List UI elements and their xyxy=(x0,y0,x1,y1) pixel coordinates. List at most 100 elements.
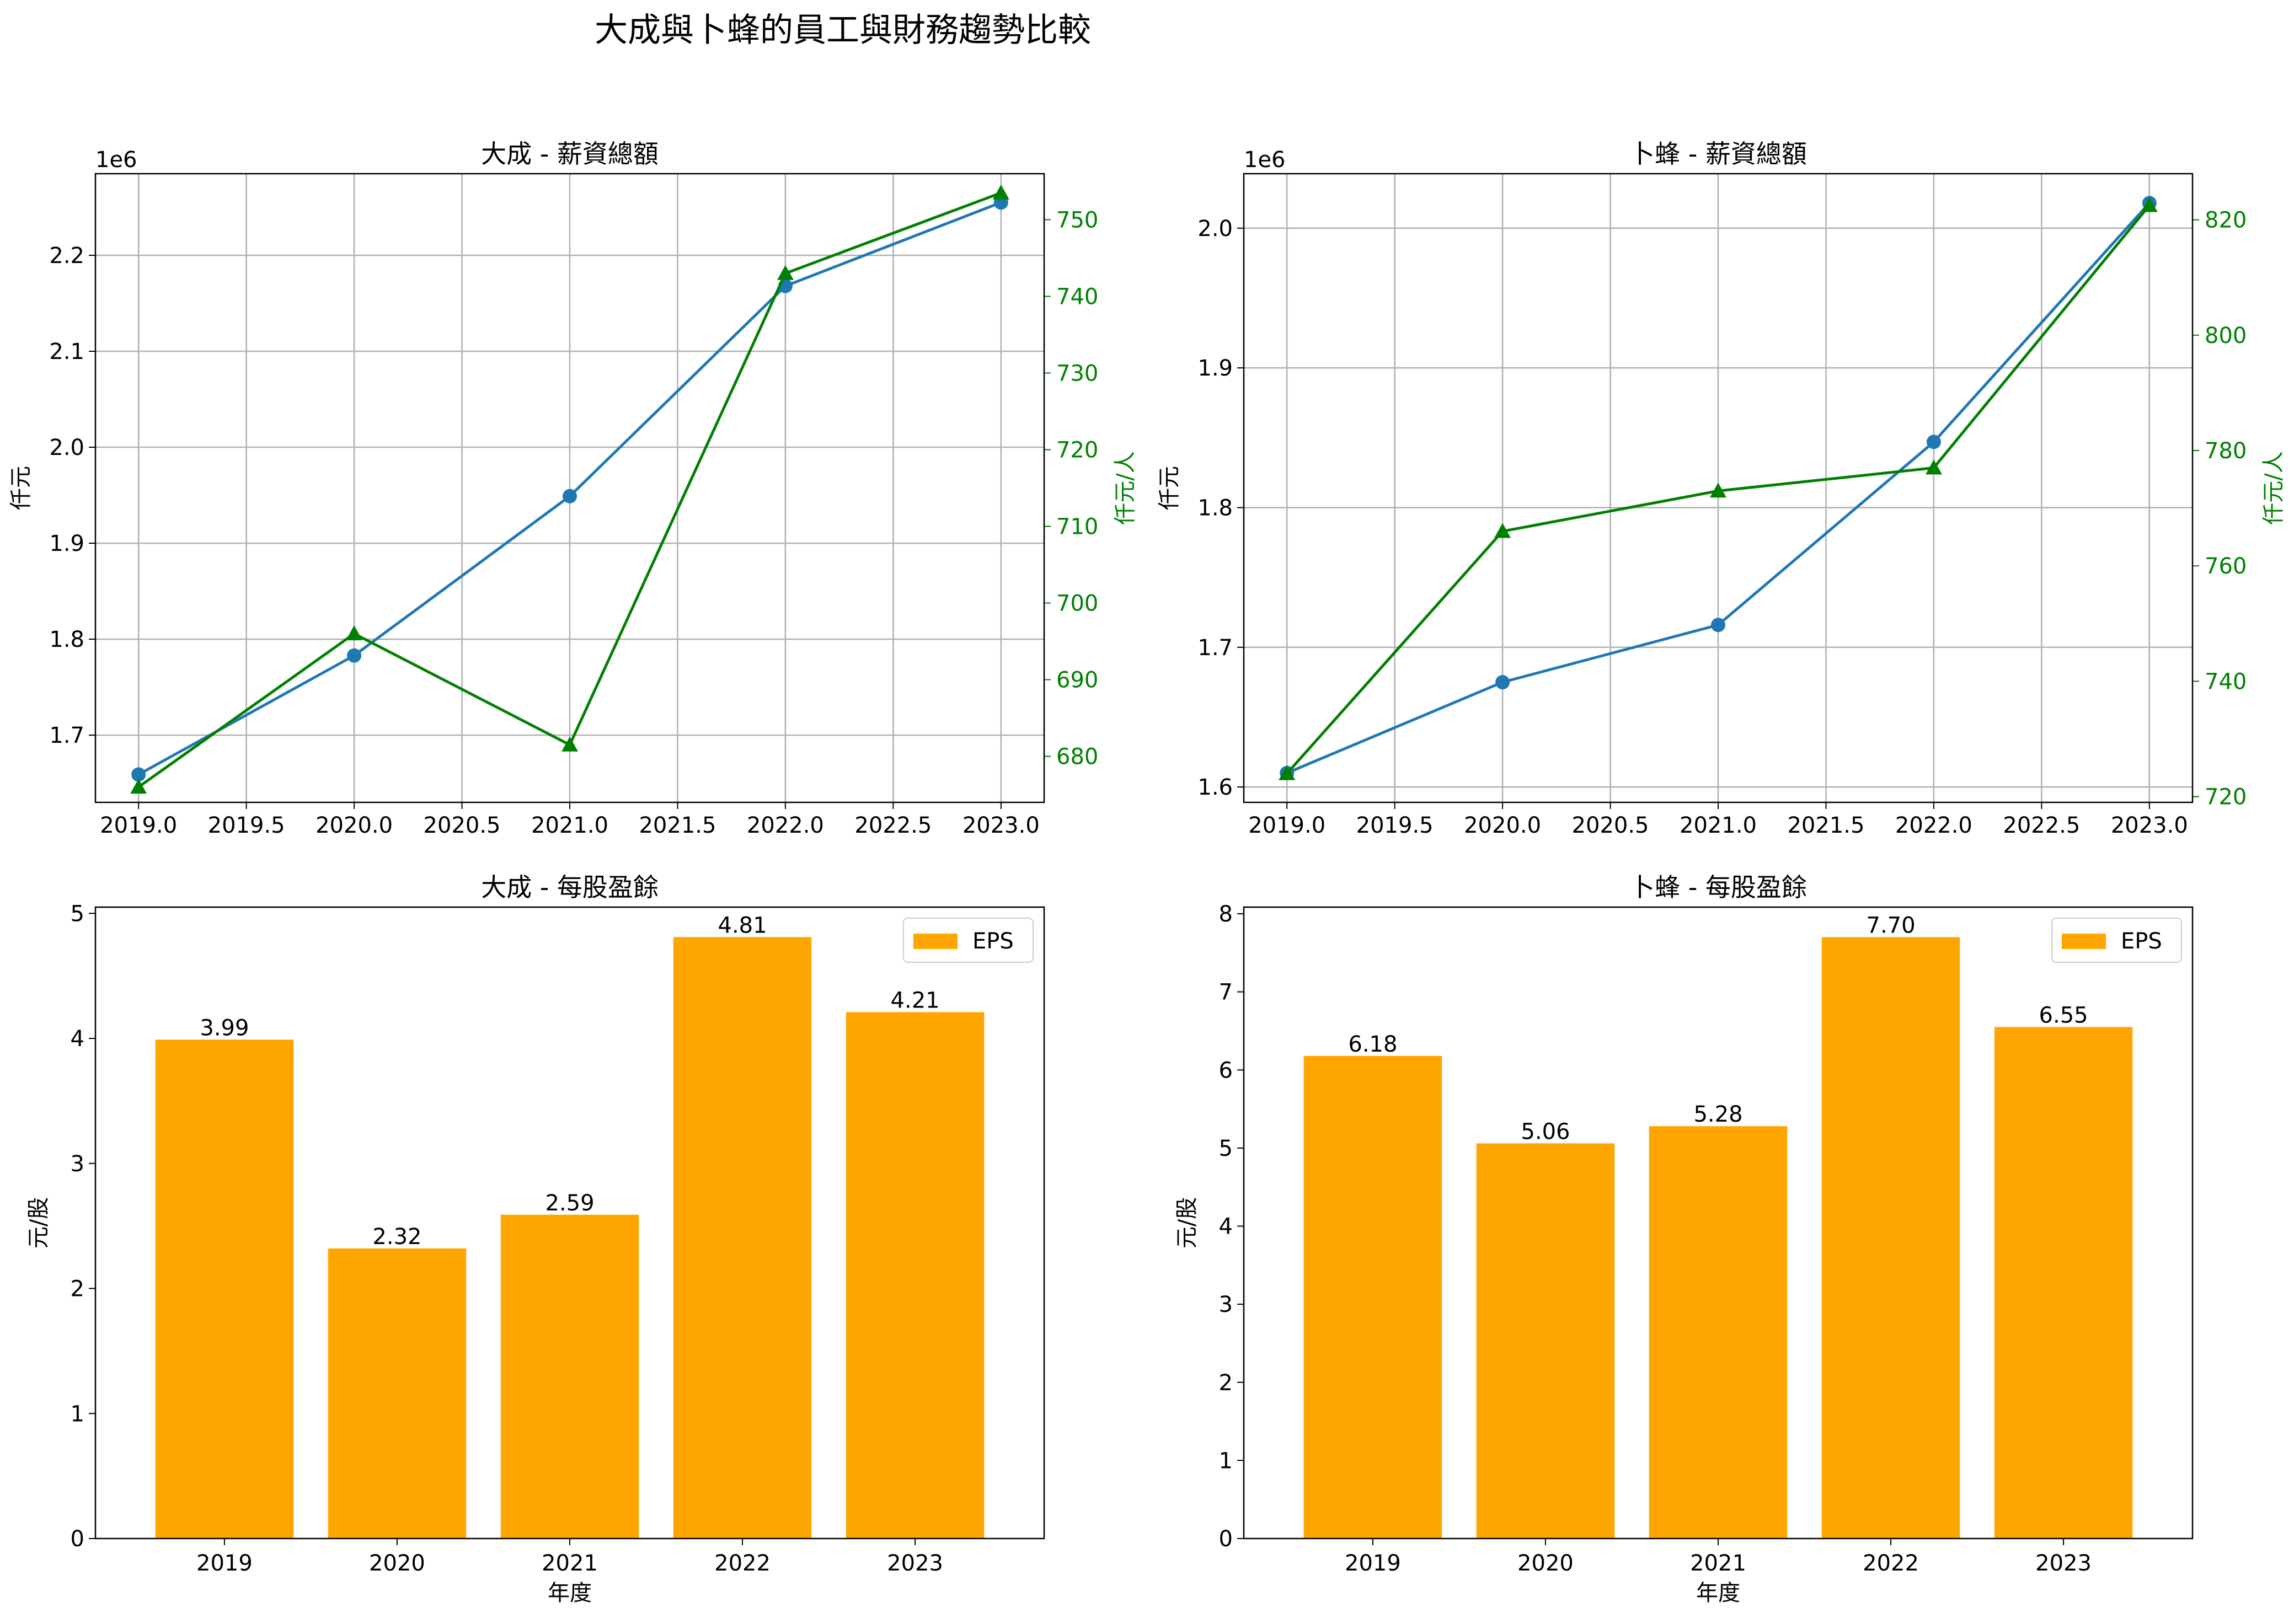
y-tick-label: 6 xyxy=(1219,1058,1233,1083)
x-tick-label: 2023 xyxy=(2035,1551,2092,1576)
x-tick-label: 2019.0 xyxy=(1248,813,1325,838)
y-tick-label: 8 xyxy=(1219,902,1233,927)
x-tick-label: 2020.0 xyxy=(316,813,393,838)
salary-total-point xyxy=(131,767,146,782)
x-tick-label: 2023.0 xyxy=(962,813,1040,838)
legend-box xyxy=(2051,918,2182,963)
x-tick-label: 2022.5 xyxy=(854,813,932,838)
salary-per-person-point xyxy=(1710,483,1726,498)
chart-daesang-eps: 大成 - 每股盈餘 0 1 2 3 4 5 3.99 2019 2.32 2020 2.59 2021 4… xyxy=(26,872,1045,1606)
salary-total-point xyxy=(1711,618,1725,633)
y2-tick-label: 700 xyxy=(1056,591,1098,617)
salary-per-person-point xyxy=(777,265,794,280)
x-tick-label: 2022 xyxy=(714,1551,771,1576)
y-tick-label: 3 xyxy=(1219,1292,1233,1317)
y-tick-label: 3 xyxy=(71,1151,84,1177)
y-tick-label: 1.9 xyxy=(49,531,84,556)
salary-total-point xyxy=(563,489,577,503)
y-tick-label: 1.9 xyxy=(1197,356,1233,381)
salary-total-point xyxy=(1495,675,1510,690)
y2-tick-label: 800 xyxy=(2205,323,2247,349)
y-tick-label: 2.0 xyxy=(1197,216,1233,242)
y-tick-label: 1.8 xyxy=(1197,495,1233,521)
plot-frame xyxy=(1243,173,2194,803)
y2-tick-label: 820 xyxy=(2205,208,2247,233)
eps-value-label: 7.70 xyxy=(1867,913,1916,939)
eps-value-label: 5.06 xyxy=(1521,1119,1570,1144)
plot-frame xyxy=(1243,906,2194,1540)
y-tick-label: 5 xyxy=(71,901,84,926)
y-tick-label: 4 xyxy=(71,1026,84,1052)
y2-tick-label: 720 xyxy=(1056,437,1098,463)
eps-bar xyxy=(1476,1143,1615,1539)
legend-box xyxy=(903,918,1034,963)
y-tick-label: 0 xyxy=(71,1526,84,1552)
panel-title: 卜蜂 - 每股盈餘 xyxy=(1629,872,1807,902)
y2-axis-title: 仟元/人 xyxy=(2261,451,2286,524)
eps-bar xyxy=(155,1039,294,1539)
y2-tick-label: 680 xyxy=(1056,744,1098,770)
x-tick-label: 2022 xyxy=(1863,1551,1919,1576)
y-axis-title: 元/股 xyxy=(1174,1197,1200,1248)
x-tick-label: 2021 xyxy=(1690,1551,1746,1576)
y-tick-label: 7 xyxy=(1219,980,1233,1005)
y-axis-title: 元/股 xyxy=(26,1197,51,1248)
plot-frame xyxy=(94,906,1045,1540)
x-tick-label: 2020.5 xyxy=(424,813,501,838)
y2-tick-label: 780 xyxy=(2205,438,2247,464)
eps-value-label: 5.28 xyxy=(1693,1102,1742,1127)
eps-bar xyxy=(1303,1055,1442,1539)
panel-title: 大成 - 薪資總額 xyxy=(481,139,659,169)
x-tick-label: 2020.0 xyxy=(1464,813,1541,838)
salary-per-person-point xyxy=(1279,765,1296,780)
x-tick-label: 2022.0 xyxy=(747,813,824,838)
eps-bar xyxy=(1821,937,1960,1539)
x-tick-label: 2021.0 xyxy=(1680,813,1757,838)
x-tick-label: 2023 xyxy=(887,1551,943,1576)
salary-per-person-point xyxy=(1494,523,1511,538)
x-tick-label: 2021.5 xyxy=(639,813,716,838)
y-axis-title: 仟元 xyxy=(8,466,34,510)
x-tick-label: 2019 xyxy=(196,1551,253,1576)
eps-value-label: 6.55 xyxy=(2039,1003,2088,1028)
y2-tick-label: 760 xyxy=(2205,554,2247,579)
x-tick-label: 2020.5 xyxy=(1572,813,1649,838)
salary-per-person-point xyxy=(562,736,578,752)
legend-swatch-eps xyxy=(2062,934,2106,949)
y-tick-label: 0 xyxy=(1219,1526,1233,1552)
legend-label-eps: EPS xyxy=(2121,929,2162,954)
x-tick-label: 2020 xyxy=(369,1551,425,1576)
x-tick-label: 2020 xyxy=(1517,1551,1574,1576)
x-tick-label: 2022.5 xyxy=(2003,813,2080,838)
y-tick-label: 1 xyxy=(71,1401,84,1427)
y-tick-label: 1.7 xyxy=(1197,635,1233,661)
eps-value-label: 4.21 xyxy=(891,988,940,1013)
x-tick-label: 2021.0 xyxy=(531,813,608,838)
eps-bar xyxy=(1649,1126,1788,1539)
y-tick-label: 2 xyxy=(71,1277,84,1302)
chart-daesang-salary: 大成 - 薪資總額 2019.0 2019.5 2020.0 2020.5 2021.0 2… xyxy=(8,139,1138,838)
y-axis-title: 仟元 xyxy=(1157,466,1182,510)
salary-total-point xyxy=(347,648,362,663)
salary-total-point xyxy=(1926,435,1941,449)
y2-tick-label: 740 xyxy=(1056,284,1098,309)
y-tick-label: 1.6 xyxy=(1197,775,1233,800)
y-tick-label: 1.7 xyxy=(49,723,84,748)
salary-per-person-point xyxy=(346,625,363,641)
y-tick-label: 1.8 xyxy=(49,627,84,652)
y2-tick-label: 690 xyxy=(1056,668,1098,693)
chart-bofeng-salary: 卜蜂 - 薪資總額 2019.0 2019.5 2020.0 2020.5 2021.0 2… xyxy=(1157,139,2286,838)
x-tick-label: 2019.5 xyxy=(208,813,285,838)
eps-value-label: 2.59 xyxy=(545,1191,594,1216)
offset-label: 1e6 xyxy=(1244,147,1286,173)
panel-title: 卜蜂 - 薪資總額 xyxy=(1629,139,1807,169)
y2-tick-label: 740 xyxy=(2205,669,2247,694)
y2-tick-label: 720 xyxy=(2205,785,2247,810)
y-tick-label: 2.2 xyxy=(49,243,84,269)
x-axis-title: 年度 xyxy=(548,1580,592,1606)
x-axis-title: 年度 xyxy=(1696,1580,1740,1606)
y2-axis-title: 仟元/人 xyxy=(1113,451,1138,524)
chart-bofeng-eps: 卜蜂 - 每股盈餘 0 1 2 3 4 5 6 7 8 6.18 2019 5.06 2020 5.28 20… xyxy=(1174,872,2194,1606)
salary-per-person-point xyxy=(992,184,1009,200)
y-tick-label: 4 xyxy=(1219,1214,1233,1240)
